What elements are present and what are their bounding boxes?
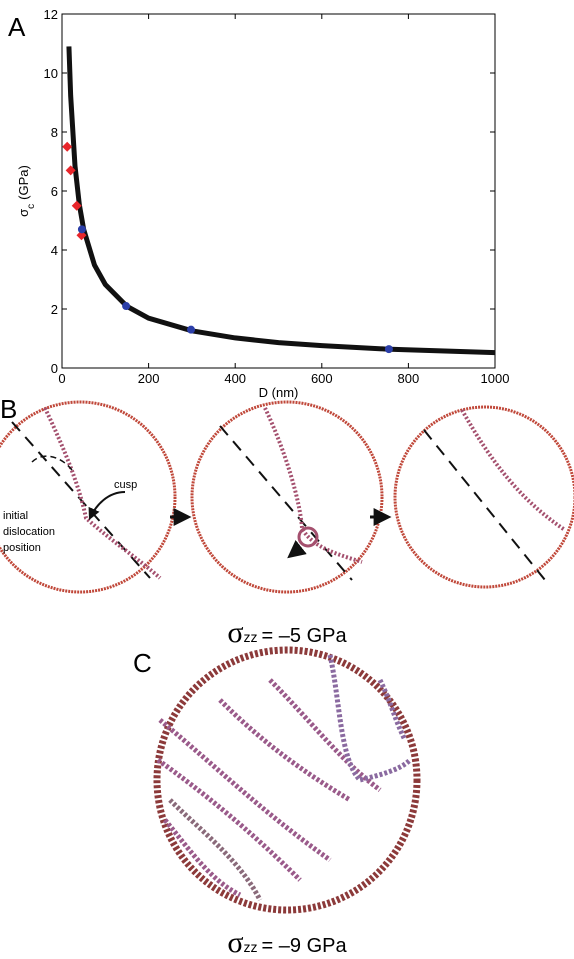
annotation: dislocation xyxy=(3,526,55,538)
y-tick-label: 6 xyxy=(51,184,58,199)
y-tick-label: 10 xyxy=(44,66,58,81)
circle-point xyxy=(187,325,196,334)
annotation: position xyxy=(3,542,41,554)
x-axis-label: D (nm) xyxy=(259,385,299,400)
x-tick-label: 800 xyxy=(398,371,420,386)
curve xyxy=(66,46,496,356)
x-tick-label: 0 xyxy=(58,371,65,386)
circle-point xyxy=(77,225,86,234)
panel-label: B xyxy=(0,394,17,424)
annotation: cusp xyxy=(114,479,137,491)
stress-label: σzz = –5 GPa xyxy=(227,616,347,649)
panel-c-image xyxy=(153,646,421,914)
symbol: σ xyxy=(227,616,243,649)
diamond-point xyxy=(62,141,73,152)
y-tick-label: 0 xyxy=(51,361,58,376)
subscript: zz xyxy=(244,629,258,645)
x-tick-label: 1000 xyxy=(481,371,510,386)
x-tick-label: 400 xyxy=(224,371,246,386)
circle-point xyxy=(384,345,393,354)
panel-b-images xyxy=(0,400,574,594)
x-tick-label: 200 xyxy=(138,371,160,386)
y-tick-label: 12 xyxy=(44,7,58,22)
subscript: zz xyxy=(244,939,258,955)
y-axis-label: σc (GPa) xyxy=(16,165,37,217)
diamond-point xyxy=(65,165,76,176)
x-tick-label: 600 xyxy=(311,371,333,386)
y-axis-subscript: c xyxy=(26,204,37,209)
stress-text: = –9 GPa xyxy=(262,935,348,957)
diamond-point xyxy=(71,200,82,211)
stress-text: = –5 GPa xyxy=(262,625,348,647)
y-axis-symbol: σ xyxy=(16,209,31,217)
circle-point xyxy=(122,302,131,311)
panel-label: C xyxy=(133,648,152,678)
plot-frame xyxy=(61,13,496,369)
stress-label: σzz = –9 GPa xyxy=(227,926,347,959)
panel-label: A xyxy=(8,12,26,42)
symbol: σ xyxy=(227,926,243,959)
y-axis-unit: (GPa) xyxy=(16,165,31,200)
y-tick-label: 4 xyxy=(51,243,58,258)
y-tick-label: 2 xyxy=(51,302,58,317)
y-tick-label: 8 xyxy=(51,125,58,140)
annotation: initial xyxy=(3,510,28,522)
